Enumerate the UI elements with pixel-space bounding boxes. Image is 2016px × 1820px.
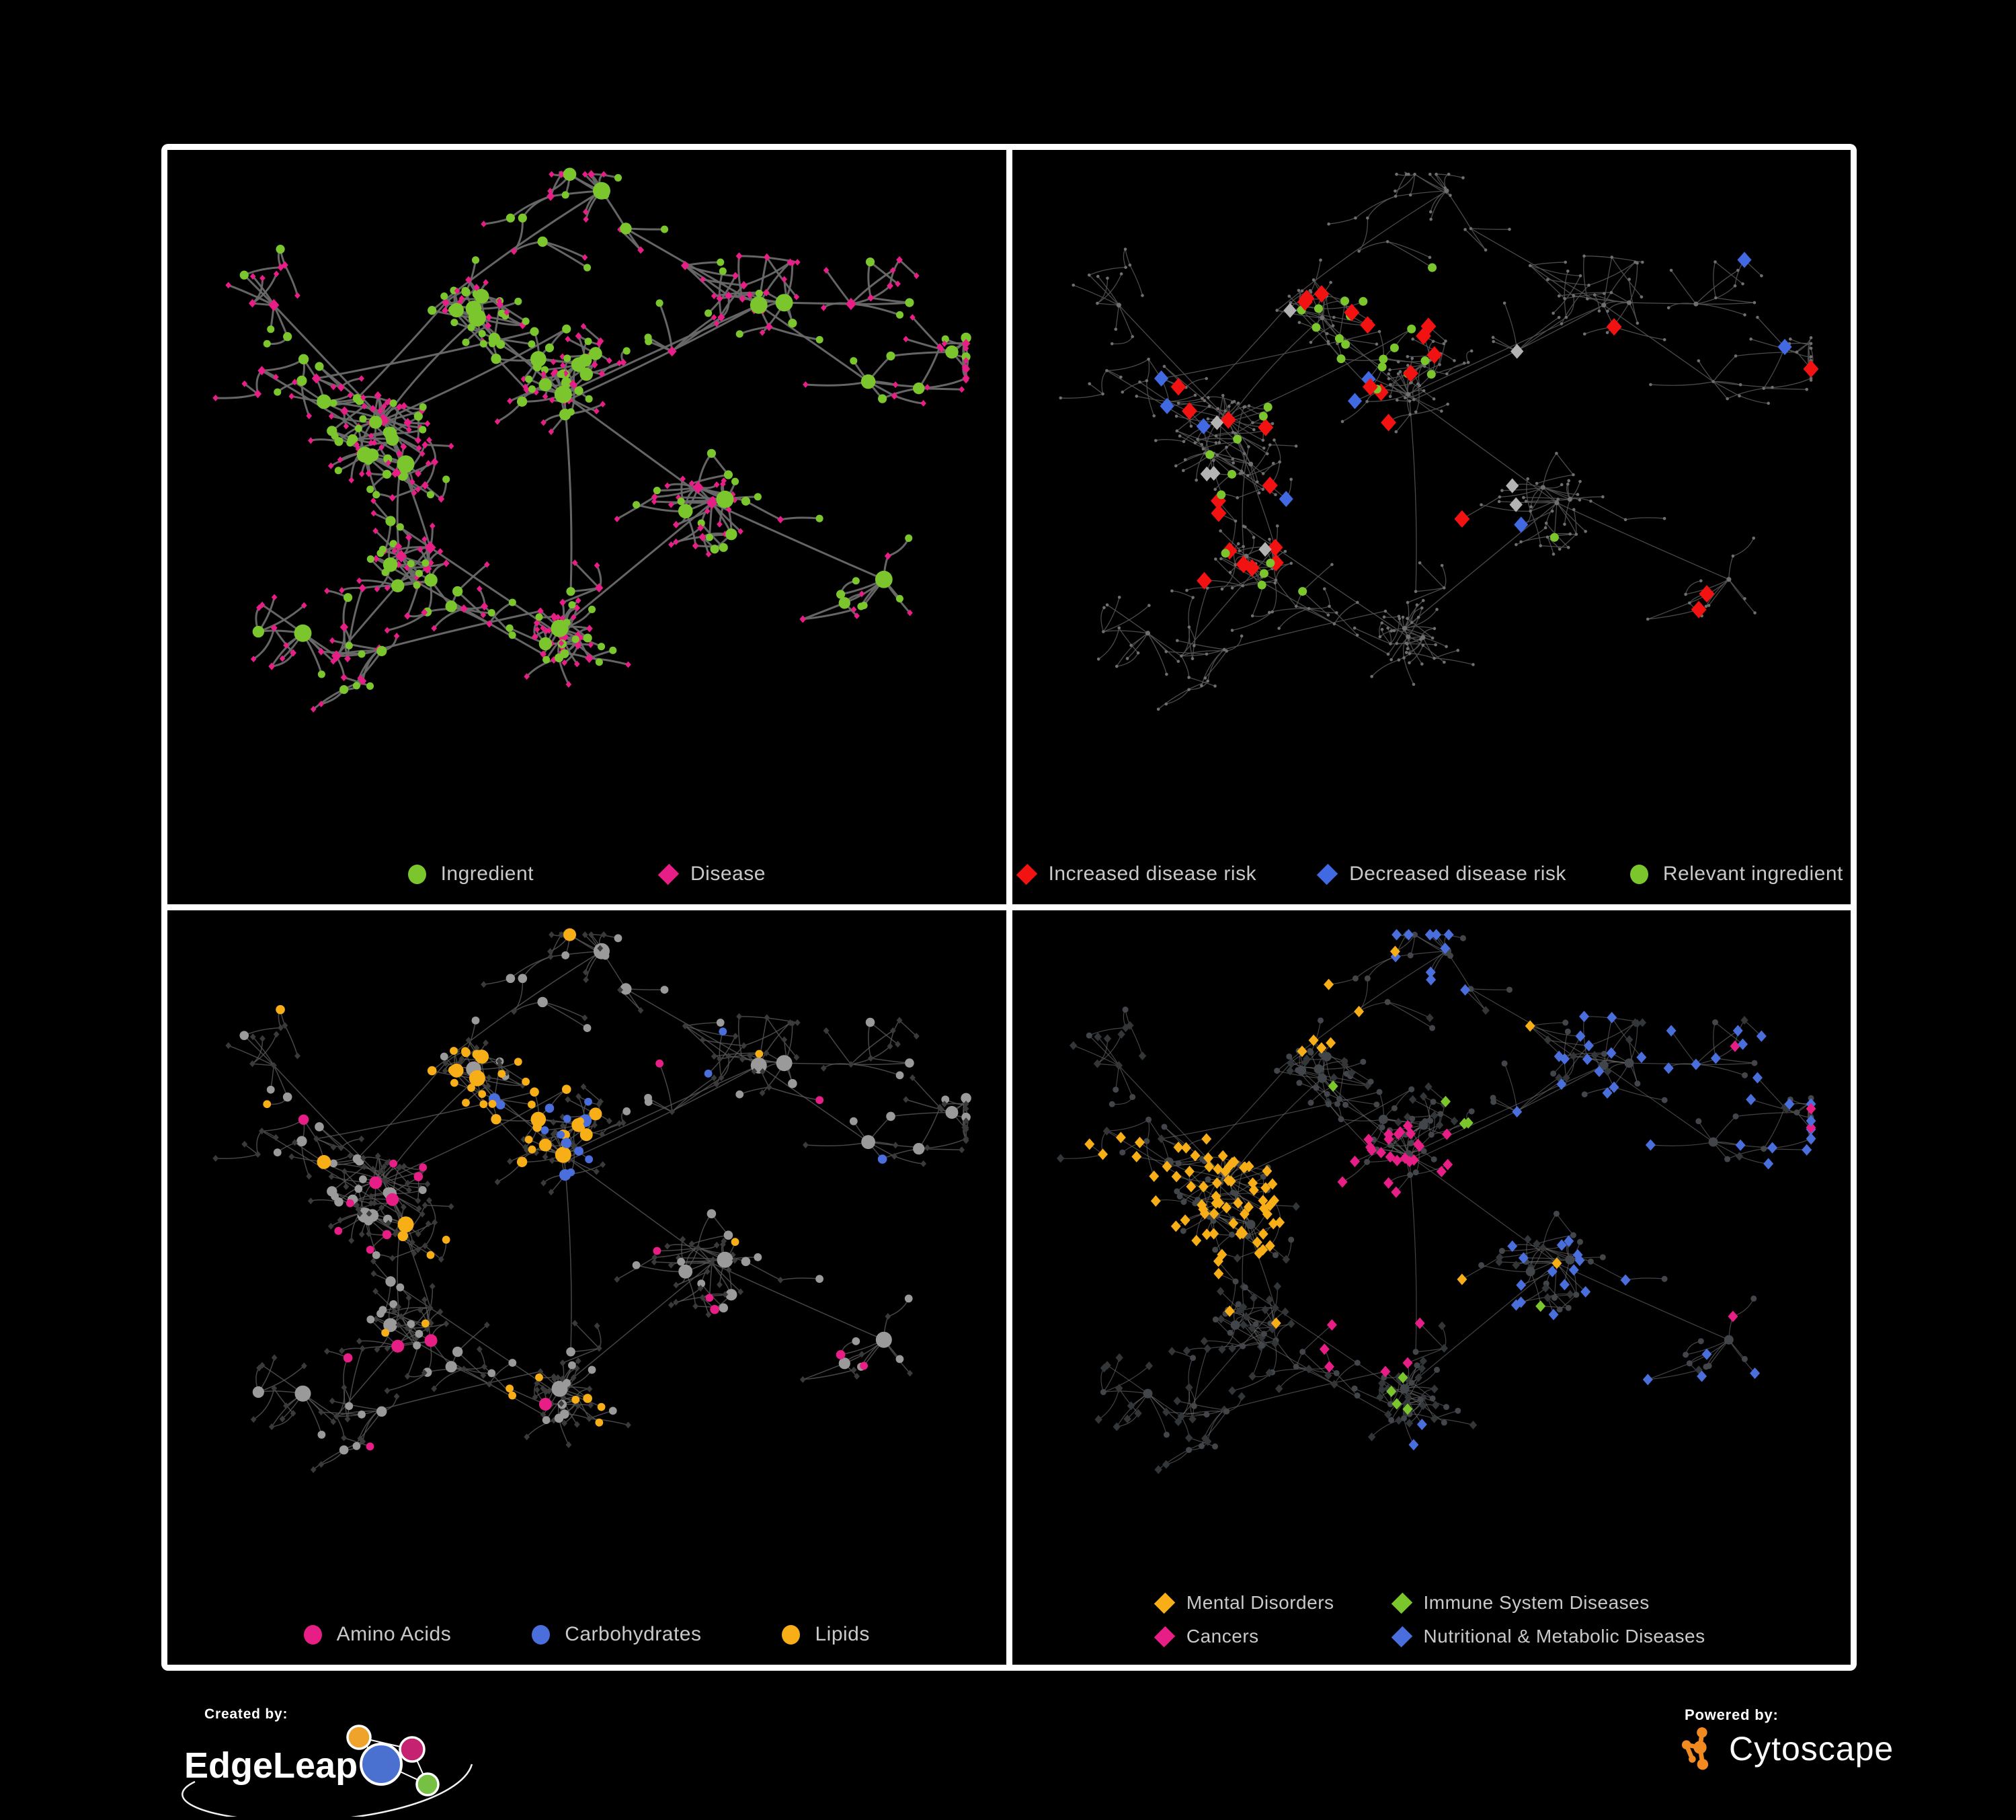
legend-label: Mental Disorders xyxy=(1186,1592,1334,1613)
circle-marker-icon xyxy=(407,864,426,884)
legend-label: Carbohydrates xyxy=(565,1623,702,1645)
legend-item-lipids: Lipids xyxy=(782,1623,869,1646)
legend-label: Nutritional & Metabolic Diseases xyxy=(1423,1626,1705,1647)
legend-label: Disease xyxy=(690,863,766,885)
edgeleap-logo: Created by: EdgeLeap xyxy=(156,1706,519,1820)
legend-item-mental-disorders: Mental Disorders xyxy=(1154,1592,1334,1614)
legend-item-disease: Disease xyxy=(657,863,766,885)
legend-item-relevant-ingredient: Relevant ingredient xyxy=(1629,863,1843,885)
circle-marker-icon xyxy=(1629,864,1648,884)
panel-grid: Ingredient Disease Increased disease ris… xyxy=(161,144,1857,1671)
legend-disease-classes: Mental Disorders Immune System Diseases … xyxy=(1012,1592,1851,1647)
diamond-marker-icon xyxy=(1391,1626,1412,1647)
network-disease-classes xyxy=(1056,928,1816,1474)
legend-item-decreased-risk: Decreased disease risk xyxy=(1316,863,1566,885)
circle-marker-icon xyxy=(303,1624,322,1645)
legend-item-nutritional-metabolic-diseases: Nutritional & Metabolic Diseases xyxy=(1391,1626,1705,1647)
diamond-marker-icon xyxy=(1316,863,1338,885)
legend-ingredient-classes: Amino Acids Carbohydrates Lipids xyxy=(167,1623,1006,1646)
legend-ingredient-disease: Ingredient Disease xyxy=(167,863,1006,885)
legend-item-carbohydrates: Carbohydrates xyxy=(532,1623,701,1646)
edgeleap-logo-icon: EdgeLeap xyxy=(182,1725,473,1820)
network-ingredient-disease xyxy=(212,167,971,713)
legend-disease-risk: Increased disease risk Decreased disease… xyxy=(1012,863,1851,885)
legend-label: Relevant ingredient xyxy=(1662,863,1843,885)
panel-ingredient-classes: Amino Acids Carbohydrates Lipids xyxy=(167,910,1006,1665)
legend-label: Amino Acids xyxy=(336,1623,452,1645)
legend-item-ingredient: Ingredient xyxy=(407,863,534,885)
network-disease-risk xyxy=(1058,171,1818,711)
legend-item-amino-acids: Amino Acids xyxy=(303,1623,452,1646)
diamond-marker-icon xyxy=(1016,863,1037,885)
legend-label: Decreased disease risk xyxy=(1349,863,1566,885)
panel-disease-risk: Increased disease risk Decreased disease… xyxy=(1012,150,1851,904)
powered-by-label: Powered by: xyxy=(1685,1706,1779,1723)
diamond-marker-icon xyxy=(657,863,680,885)
legend-label: Increased disease risk xyxy=(1048,863,1257,885)
cytoscape-logo-icon xyxy=(1681,1727,1709,1770)
cytoscape-logo: Powered by: Cytoscape xyxy=(1681,1706,1997,1814)
legend-label: Cancers xyxy=(1186,1626,1259,1647)
panel-ingredient-disease: Ingredient Disease xyxy=(167,150,1006,904)
circle-marker-icon xyxy=(782,1624,801,1645)
legend-label: Lipids xyxy=(815,1623,870,1645)
edgeleap-wordmark: EdgeLeap xyxy=(184,1745,358,1786)
legend-label: Ingredient xyxy=(440,863,534,885)
circle-marker-icon xyxy=(532,1624,551,1645)
legend-item-immune-system-diseases: Immune System Diseases xyxy=(1391,1592,1705,1614)
network-ingredient-classes xyxy=(212,928,971,1473)
created-by-label: Created by: xyxy=(204,1706,288,1722)
legend-item-cancers: Cancers xyxy=(1154,1626,1334,1647)
diamond-marker-icon xyxy=(1154,1626,1176,1647)
cytoscape-wordmark: Cytoscape xyxy=(1729,1730,1894,1768)
legend-item-increased-risk: Increased disease risk xyxy=(1016,863,1257,885)
panel-disease-classes: Mental Disorders Immune System Diseases … xyxy=(1012,910,1851,1665)
legend-label: Immune System Diseases xyxy=(1423,1592,1650,1613)
diamond-marker-icon xyxy=(1391,1592,1412,1614)
diamond-marker-icon xyxy=(1154,1592,1176,1614)
